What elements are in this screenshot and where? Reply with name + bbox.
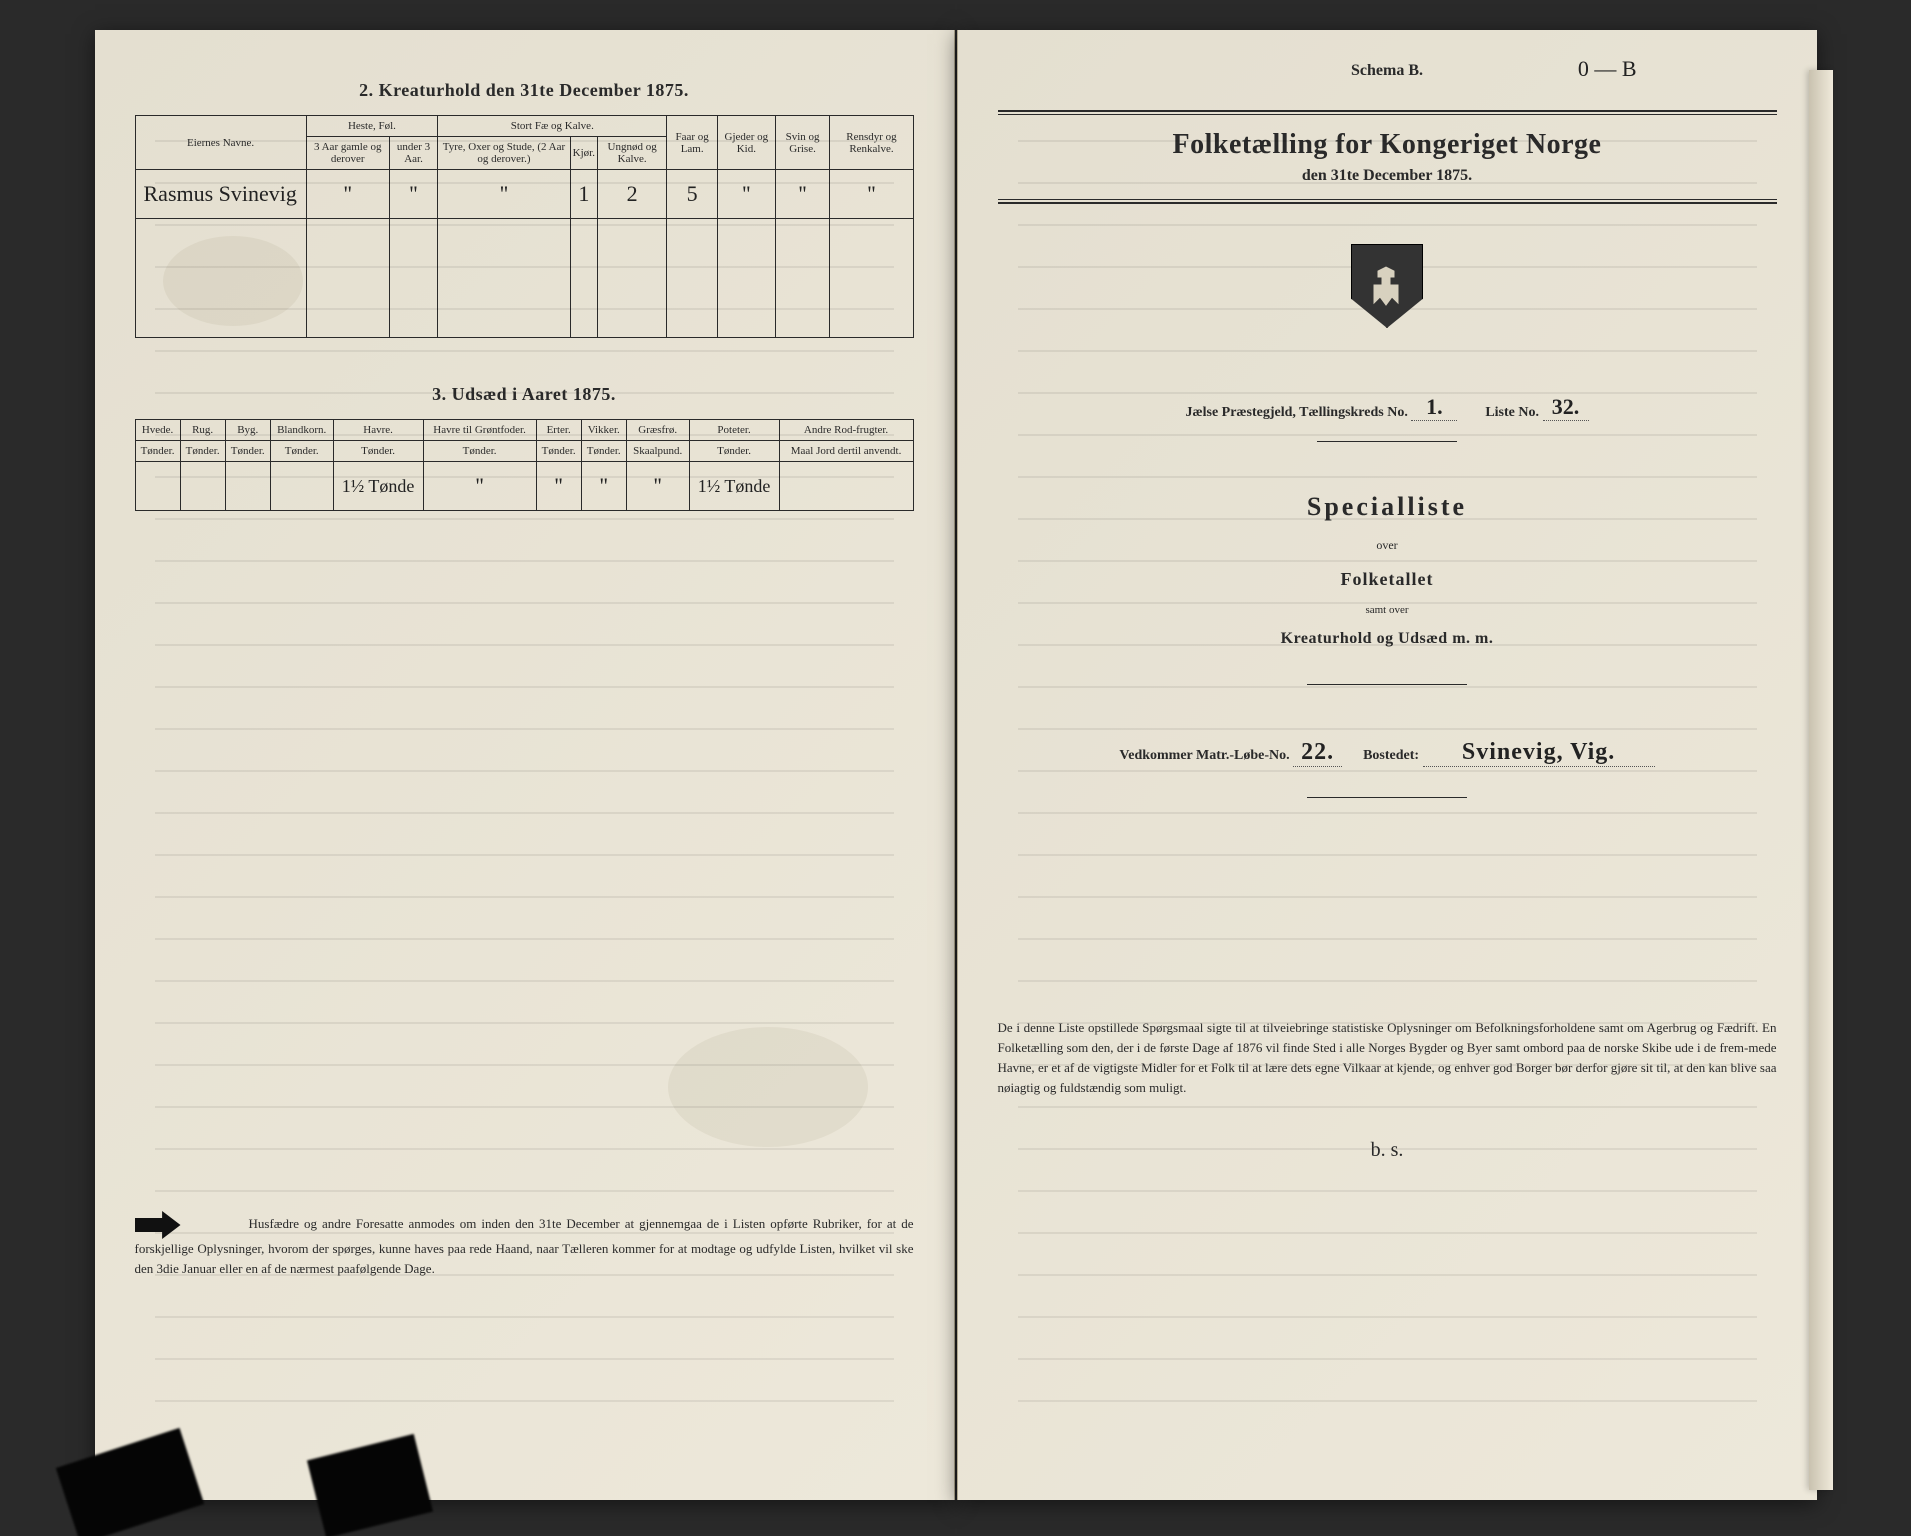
cell [779, 462, 913, 511]
col-reindeer: Rensdyr og Renkalve. [830, 116, 913, 170]
book-spread: 2. Kreaturhold den 31te December 1875. E… [95, 30, 1817, 1500]
unit: Tønder. [270, 441, 333, 462]
info-paragraph: De i denne Liste opstillede Spørgsmaal s… [998, 1018, 1777, 1099]
coat-of-arms-icon [1342, 244, 1432, 354]
cell: 5 [667, 170, 718, 219]
cell [270, 462, 333, 511]
col: Græsfrø. [626, 420, 689, 441]
bosted: Svinevig, Vig. [1423, 739, 1655, 767]
samt-over-label: samt over [998, 604, 1777, 616]
unit: Tønder. [333, 441, 423, 462]
unit: Tønder. [225, 441, 270, 462]
instruction-paragraph: Husfædre og andre Foresatte anmodes om i… [135, 1211, 914, 1279]
table-row: 1½ Tønde '' '' '' '' 1½ Tønde [135, 462, 913, 511]
section2-title: 2. Kreaturhold den 31te December 1875. [135, 80, 914, 101]
binder-clip-shadow [306, 1434, 432, 1536]
cell: 1 [570, 170, 597, 219]
folketallet-label: Folketallet [998, 569, 1777, 590]
unit: Skaalpund. [626, 441, 689, 462]
top-handwritten-mark: 0 — B [1578, 56, 1637, 82]
unit: Tønder. [180, 441, 225, 462]
pointing-hand-icon [135, 1211, 181, 1239]
unit: Tønder. [689, 441, 779, 462]
cell [135, 462, 180, 511]
cell: '' [581, 462, 626, 511]
cell: '' [306, 170, 389, 219]
specialliste-block: Specialliste over Folketallet samt over … [998, 492, 1777, 648]
col-cattle-2: Kjør. [570, 137, 597, 170]
unit: Tønder. [423, 441, 536, 462]
col-horse-2: under 3 Aar. [389, 137, 437, 170]
right-page: 0 — B Schema B. Folketælling for Kongeri… [957, 30, 1817, 1500]
col: Byg. [225, 420, 270, 441]
page-edge-stack [1809, 70, 1833, 1490]
cell: '' [389, 170, 437, 219]
col-cattle-3: Ungnød og Kalve. [597, 137, 666, 170]
table-row: Rasmus Svinevig '' '' '' 1 2 5 '' '' '' [135, 170, 913, 219]
liste-no: 32. [1543, 394, 1589, 421]
col: Vikker. [581, 420, 626, 441]
table-row-blank [135, 219, 913, 338]
schema-label: Schema B. [998, 62, 1777, 80]
unit: Tønder. [536, 441, 581, 462]
cell [225, 462, 270, 511]
document-viewer: 2. Kreaturhold den 31te December 1875. E… [0, 0, 1911, 1536]
col-cattle-1: Tyre, Oxer og Stude, (2 Aar og derover.) [438, 137, 570, 170]
col: Hvede. [135, 420, 180, 441]
binder-clip-shadow [55, 1428, 203, 1536]
col: Erter. [536, 420, 581, 441]
over-label: over [998, 538, 1777, 553]
cell: 1½ Tønde [689, 462, 779, 511]
cell: '' [438, 170, 570, 219]
census-subtitle: den 31te December 1875. [998, 167, 1777, 185]
cell: '' [718, 170, 776, 219]
col-horse: Heste, Føl. [306, 116, 438, 137]
cell [180, 462, 225, 511]
kreaturhold-label: Kreaturhold og Udsæd m. m. [998, 630, 1777, 648]
foot-handwritten-mark: b. s. [998, 1139, 1777, 1162]
col-owner: Eiernes Navne. [135, 116, 306, 170]
cell: 2 [597, 170, 666, 219]
col: Andre Rod-frugter. [779, 420, 913, 441]
cell: 1½ Tønde [333, 462, 423, 511]
matr-no: 22. [1293, 739, 1342, 767]
left-page: 2. Kreaturhold den 31te December 1875. E… [95, 30, 955, 1500]
col: Poteter. [689, 420, 779, 441]
col: Rug. [180, 420, 225, 441]
livestock-table: Eiernes Navne. Heste, Føl. Stort Fæ og K… [135, 115, 914, 338]
sowing-table: Hvede. Rug. Byg. Blandkorn. Havre. Havre… [135, 419, 914, 511]
matr-line: Vedkommer Matr.-Løbe-No. 22. Bostedet: S… [998, 739, 1777, 767]
cell: '' [775, 170, 830, 219]
cell: '' [830, 170, 913, 219]
cell-owner: Rasmus Svinevig [135, 170, 306, 219]
cell: '' [423, 462, 536, 511]
parish-line: Jælse Præstegjeld, Tællingskreds No. 1. … [998, 394, 1777, 421]
col: Havre. [333, 420, 423, 441]
col: Havre til Grøntfoder. [423, 420, 536, 441]
col-sheep: Faar og Lam. [667, 116, 718, 170]
unit: Tønder. [581, 441, 626, 462]
unit: Tønder. [135, 441, 180, 462]
section3-title: 3. Udsæd i Aaret 1875. [135, 384, 914, 405]
col-pig: Svin og Grise. [775, 116, 830, 170]
cell: '' [536, 462, 581, 511]
title-block: Folketælling for Kongeriget Norge den 31… [998, 110, 1777, 204]
col-horse-1: 3 Aar gamle og derover [306, 137, 389, 170]
unit: Maal Jord dertil anvendt. [779, 441, 913, 462]
cell: '' [626, 462, 689, 511]
kreds-no: 1. [1411, 394, 1457, 421]
col-goat: Gjeder og Kid. [718, 116, 776, 170]
col: Blandkorn. [270, 420, 333, 441]
census-title: Folketælling for Kongeriget Norge [998, 129, 1777, 161]
col-cattle: Stort Fæ og Kalve. [438, 116, 667, 137]
specialliste-title: Specialliste [998, 492, 1777, 522]
